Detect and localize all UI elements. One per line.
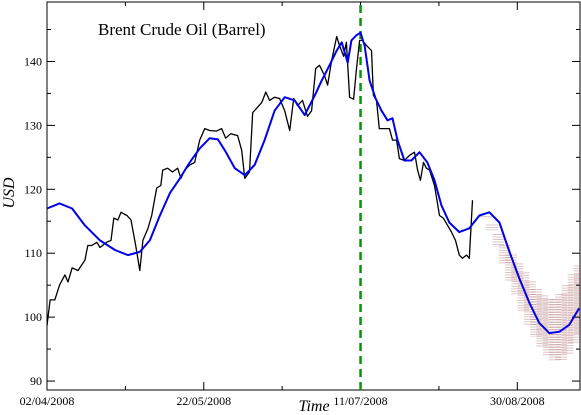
y-tick-label: 130 [24, 118, 42, 132]
y-tick-label: 110 [24, 246, 42, 260]
plot-frame [46, 1, 581, 391]
y-tick-label: 90 [30, 374, 42, 388]
y-axis-label: USD [1, 177, 18, 209]
x-tick-label: 11/07/2008 [333, 394, 387, 408]
series-line [46, 31, 580, 335]
y-tick-label: 100 [24, 310, 42, 324]
chart-title: Brent Crude Oil (Barrel) [98, 20, 266, 39]
y-tick-label: 140 [24, 54, 42, 68]
series-line [46, 35, 474, 326]
y-tick-label: 120 [24, 182, 42, 196]
x-tick-label: 30/08/2008 [490, 394, 545, 408]
x-tick-label: 22/05/2008 [176, 394, 231, 408]
x-tick-label: 02/04/2008 [20, 394, 75, 408]
x-axis-label: Time [298, 398, 329, 415]
